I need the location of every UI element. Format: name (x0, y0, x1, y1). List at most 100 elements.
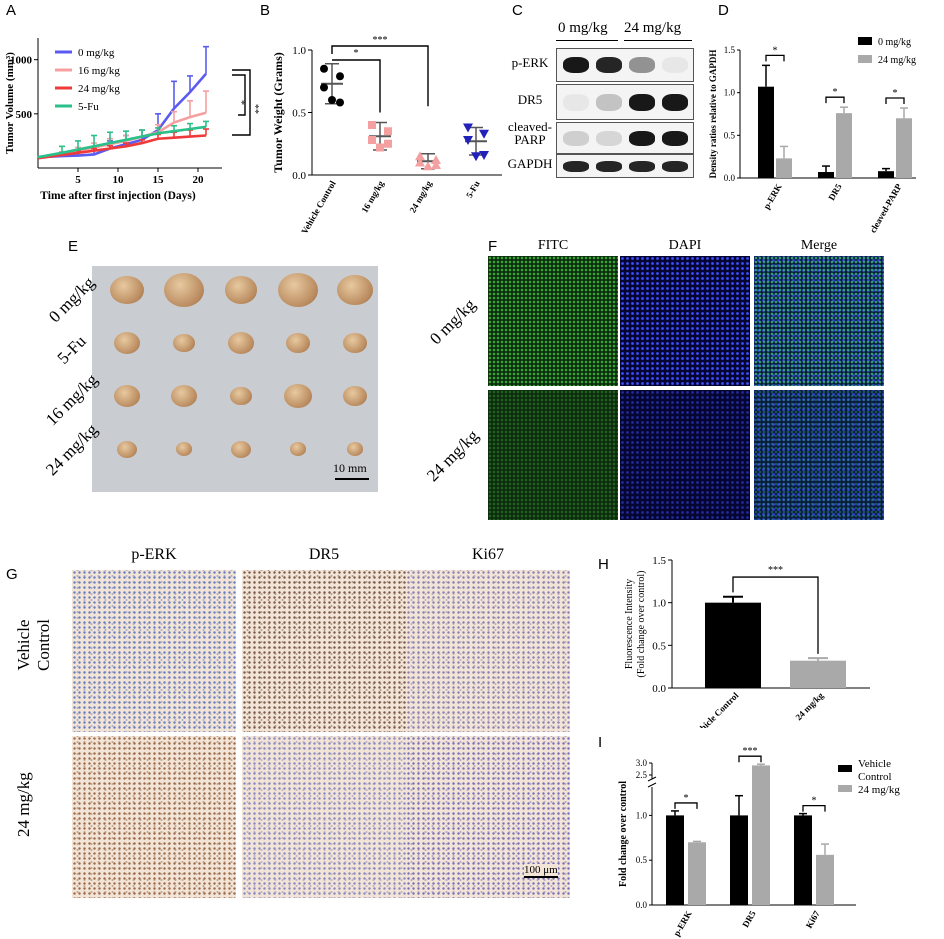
ihc-col-label: DR5 (308, 546, 340, 563)
bar (836, 113, 852, 178)
y-axis-label-2: (Fold change over control) (636, 571, 647, 678)
legend-label: 24 mg/kg (878, 55, 916, 66)
bar (705, 602, 761, 688)
scale-bar-label: 10 mm (333, 461, 367, 475)
data-point (479, 151, 489, 160)
y-axis-label: Fluorescence Intensity (624, 579, 635, 669)
y-tick-label: 0.0 (292, 170, 306, 182)
data-point (423, 161, 433, 171)
blot-band (662, 93, 688, 111)
data-point (431, 160, 441, 169)
data-point (415, 151, 425, 161)
panel-label-i: I (598, 734, 603, 751)
data-point (431, 155, 441, 164)
y-tick-label: 1.0 (724, 88, 736, 98)
sig-bracket (825, 96, 845, 104)
data-point (384, 127, 392, 136)
blot-band-row (556, 48, 694, 82)
chart-d-density-ratios: 0.0 0.5 1.0 1.5 Density ratios relative to G… (708, 37, 916, 234)
x-axis-label: Time after first injection (Days) (40, 190, 196, 202)
sig-label: ** (249, 104, 260, 114)
sig-bracket (765, 54, 785, 62)
scale-bar (335, 478, 369, 480)
fluor-row-label: 0 mg/kg (426, 295, 480, 349)
x-tick-label: 20 (193, 174, 205, 186)
blot-band (596, 160, 622, 172)
category-label: 5-Fu (464, 179, 482, 200)
ihc-image (72, 570, 236, 732)
tumor-specimen (343, 332, 367, 354)
tumor-specimen (337, 274, 373, 306)
data-point (328, 96, 336, 104)
tumor-specimen (284, 384, 312, 408)
blot-panel: 0 mg/kg 24 mg/kg p-ERK DR5 cleaved- PARP GA… (500, 18, 715, 183)
fluor-image (754, 256, 884, 386)
bar (790, 660, 846, 688)
tumor-specimen (228, 331, 254, 355)
sig-bracket (802, 804, 826, 812)
fluor-col-label: Merge (800, 238, 838, 253)
category-label: p-ERK (761, 182, 783, 211)
data-point (384, 139, 392, 148)
legend-label: 16 mg/kg (78, 65, 120, 77)
blot-band (563, 57, 589, 73)
tumor-specimen (164, 273, 204, 307)
tumor-specimen (231, 440, 251, 458)
tumor-specimen (173, 333, 195, 353)
blot-row-label: DR5 (517, 92, 543, 107)
y-axis-label: Fold change over control (618, 781, 629, 887)
blot-band (662, 130, 688, 146)
series-line-2 (37, 134, 207, 160)
legend-label: 5-Fu (78, 101, 99, 113)
blot-band (629, 93, 655, 111)
fluor-image (488, 390, 618, 520)
ihc-image (242, 736, 406, 898)
category-label: DR5 (826, 182, 844, 203)
category-label: 24 mg/kg (793, 690, 825, 722)
ihc-panel: p-ERK DR5 Ki67 Vehicle Control 24 mg/kg 100 μ… (0, 546, 590, 906)
data-point (336, 98, 344, 107)
series-line-0 (37, 72, 207, 159)
fluorescence-panel: FITC DAPI Merge 0 mg/kg 24 mg/kg (420, 238, 944, 523)
fluor-image (620, 256, 750, 386)
blot-band (662, 160, 688, 172)
fluor-col-label: FITC (537, 238, 569, 253)
y-tick-label: 500 (16, 109, 33, 121)
series-line-1 (37, 111, 207, 159)
sig-bracket (732, 576, 819, 654)
chart-b-tumor-weight: 0.0 0.5 1.0 Tumor Weight (Grams) Vehicle Con… (271, 35, 502, 235)
y-tick-label: 0.0 (724, 173, 736, 183)
ihc-col-label: Ki67 (472, 546, 504, 563)
blot-header-0: 0 mg/kg (558, 20, 608, 36)
sig-bracket (232, 69, 251, 136)
blot-band (563, 160, 589, 172)
y-tick-label: 1.0 (292, 45, 306, 57)
sig-bracket (331, 45, 429, 107)
bar (896, 118, 912, 178)
legend-label: 24 mg/kg (858, 784, 900, 796)
data-point (463, 136, 473, 145)
tumor-specimen (343, 385, 367, 407)
y-axis-label: Tumor Volume (mm³) (4, 52, 16, 154)
chart-h-fluorescence: 0.0 0.5 1.0 1.5 Fluorescence Intensity (Fold … (624, 555, 870, 728)
ihc-row-label: Vehicle Control (14, 619, 53, 671)
panel-label-a: A (6, 2, 17, 19)
sig-label: *** (373, 35, 388, 46)
y-tick-label: 3.0 (636, 758, 648, 768)
tumor-specimen (117, 440, 137, 458)
ihc-row-label: 24 mg/kg (14, 772, 33, 837)
tumor-specimen (278, 273, 318, 307)
data-point (463, 123, 473, 133)
bar (816, 854, 834, 905)
sig-label: * (812, 796, 817, 807)
blot-band-row (556, 122, 694, 154)
sig-bracket (885, 97, 905, 105)
legend-label: 0 mg/kg (878, 37, 911, 48)
ihc-image (72, 736, 236, 898)
bar (878, 171, 894, 178)
category-label: 16 mg/kg (359, 179, 386, 215)
legend-swatch (838, 765, 852, 772)
blot-band (629, 130, 655, 146)
chart-i-fold-change: 0.0 0.5 1.0 2.5 3.0 Fold change over control *… (618, 746, 900, 938)
blot-band (563, 130, 589, 146)
